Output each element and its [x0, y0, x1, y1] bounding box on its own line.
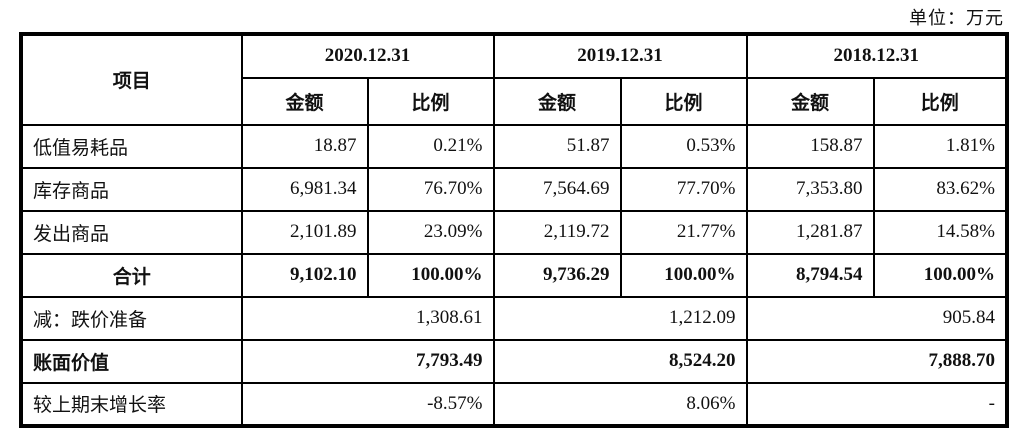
- ratio-cell: 76.70%: [366, 166, 495, 212]
- amount-cell: 7,353.80: [745, 166, 875, 212]
- merged-value-cell: 8,524.20: [492, 338, 748, 384]
- merged-value-cell: 8.06%: [492, 381, 748, 427]
- amount-cell: 18.87: [240, 123, 369, 169]
- amount-cell: 6,981.34: [240, 166, 369, 212]
- amount-cell: 8,794.54: [745, 252, 875, 298]
- row-label: 库存商品: [20, 166, 243, 212]
- row-label: 低值易耗品: [20, 123, 243, 169]
- ratio-cell: 0.21%: [366, 123, 495, 169]
- amount-cell: 2,119.72: [492, 209, 622, 255]
- table-row-book-value: 账面价值 7,793.49 8,524.20 7,888.70: [20, 338, 1008, 384]
- amount-header-2020: 金额: [240, 76, 369, 126]
- ratio-cell: 1.81%: [872, 123, 1008, 169]
- ratio-header-2020: 比例: [366, 76, 495, 126]
- ratio-cell: 100.00%: [619, 252, 748, 298]
- merged-value-cell: -: [745, 381, 1008, 427]
- ratio-cell: 23.09%: [366, 209, 495, 255]
- row-label: 较上期末增长率: [20, 381, 243, 427]
- ratio-cell: 83.62%: [872, 166, 1008, 212]
- amount-cell: 9,736.29: [492, 252, 622, 298]
- amount-header-2019: 金额: [492, 76, 622, 126]
- row-label: 账面价值: [20, 338, 243, 384]
- period-header-2018: 2018.12.31: [745, 33, 1008, 79]
- table-row-price-decline-provision: 减：跌价准备 1,308.61 1,212.09 905.84: [20, 295, 1008, 341]
- amount-cell: 2,101.89: [240, 209, 369, 255]
- amount-cell: 7,564.69: [492, 166, 622, 212]
- ratio-header-2018: 比例: [872, 76, 1008, 126]
- ratio-header-2019: 比例: [619, 76, 748, 126]
- table-row-inventory-goods: 库存商品 6,981.34 76.70% 7,564.69 77.70% 7,3…: [20, 166, 1008, 212]
- amount-header-2018: 金额: [745, 76, 875, 126]
- period-header-2020: 2020.12.31: [240, 33, 495, 79]
- table-row-growth-rate: 较上期末增长率 -8.57% 8.06% -: [20, 381, 1008, 427]
- merged-value-cell: 905.84: [745, 295, 1008, 341]
- inventory-composition-table: 项目 2020.12.31 2019.12.31 2018.12.31 金额 比…: [19, 32, 1009, 428]
- merged-value-cell: -8.57%: [240, 381, 495, 427]
- row-label: 合计: [20, 252, 243, 298]
- period-header-2019: 2019.12.31: [492, 33, 748, 79]
- table-row-low-value-consumables: 低值易耗品 18.87 0.21% 51.87 0.53% 158.87 1.8…: [20, 123, 1008, 169]
- ratio-cell: 14.58%: [872, 209, 1008, 255]
- unit-label: 单位：万元: [909, 8, 1004, 28]
- ratio-cell: 21.77%: [619, 209, 748, 255]
- row-label: 减：跌价准备: [20, 295, 243, 341]
- row-label: 发出商品: [20, 209, 243, 255]
- table-row-total: 合计 9,102.10 100.00% 9,736.29 100.00% 8,7…: [20, 252, 1008, 298]
- ratio-cell: 100.00%: [366, 252, 495, 298]
- merged-value-cell: 1,308.61: [240, 295, 495, 341]
- amount-cell: 158.87: [745, 123, 875, 169]
- merged-value-cell: 7,888.70: [745, 338, 1008, 384]
- amount-cell: 1,281.87: [745, 209, 875, 255]
- merged-value-cell: 1,212.09: [492, 295, 748, 341]
- amount-cell: 51.87: [492, 123, 622, 169]
- ratio-cell: 0.53%: [619, 123, 748, 169]
- amount-cell: 9,102.10: [240, 252, 369, 298]
- ratio-cell: 100.00%: [872, 252, 1008, 298]
- item-column-header: 项目: [20, 33, 243, 126]
- ratio-cell: 77.70%: [619, 166, 748, 212]
- table-row-goods-shipped: 发出商品 2,101.89 23.09% 2,119.72 21.77% 1,2…: [20, 209, 1008, 255]
- merged-value-cell: 7,793.49: [240, 338, 495, 384]
